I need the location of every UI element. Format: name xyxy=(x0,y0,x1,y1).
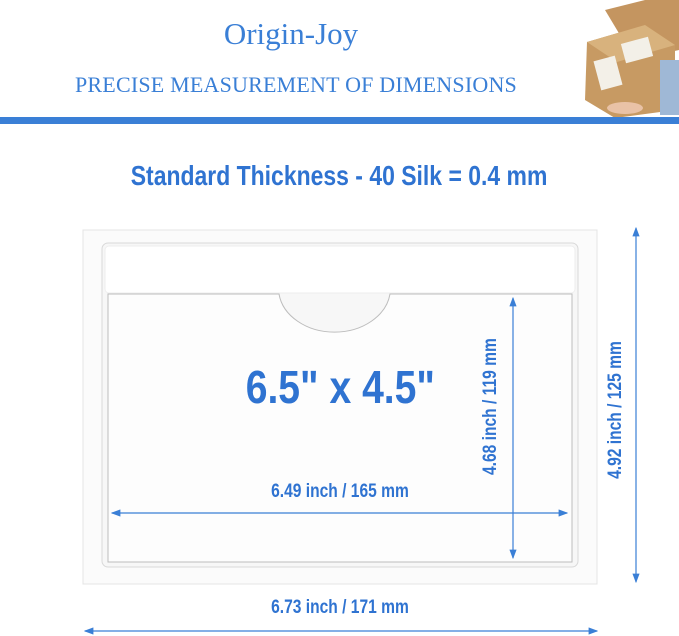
pocket xyxy=(107,293,573,563)
outer-height-label: 4.92 inch / 125 mm xyxy=(605,341,626,479)
size-label: 6.5" x 4.5" xyxy=(245,361,435,413)
inner-width-label: 6.49 inch / 165 mm xyxy=(271,481,409,502)
thickness-label: Standard Thickness - 40 Silk = 0.4 mm xyxy=(131,160,548,191)
boxes-photo xyxy=(585,0,679,118)
inner-height-label: 4.68 inch / 119 mm xyxy=(480,338,501,476)
brand-title: Origin-Joy xyxy=(223,16,359,51)
tagline: PRECISE MEASUREMENT OF DIMENSIONS xyxy=(75,72,517,97)
header-divider xyxy=(0,117,679,124)
top-strip xyxy=(104,245,576,294)
outer-width-label: 6.73 inch / 171 mm xyxy=(271,597,409,618)
